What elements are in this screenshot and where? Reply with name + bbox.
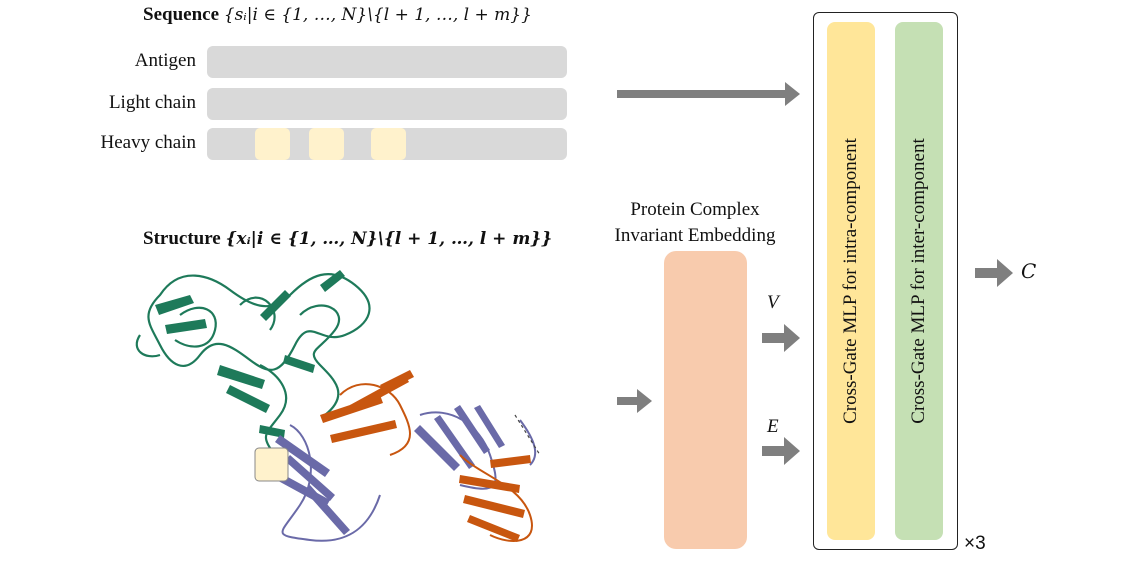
v-label: V xyxy=(767,292,779,314)
embedding-title-line2: Invariant Embedding xyxy=(600,223,790,249)
output-label: C xyxy=(1021,259,1036,283)
structure-to-embedding-arrow xyxy=(617,389,652,413)
inter-component-mlp: Cross-Gate MLP for inter-component xyxy=(895,22,943,540)
repeat-label: ×3 xyxy=(964,533,986,555)
e-arrow xyxy=(762,437,800,465)
output-arrow xyxy=(975,259,1013,287)
embedding-title: Protein Complex Invariant Embedding xyxy=(600,197,790,249)
intra-component-mlp-label: Cross-Gate MLP for intra-component xyxy=(840,138,862,424)
v-arrow xyxy=(762,324,800,352)
e-label: E xyxy=(767,416,779,438)
embedding-title-line1: Protein Complex xyxy=(600,197,790,223)
sequence-to-mlp-arrow xyxy=(617,82,800,106)
embedding-block xyxy=(664,251,747,549)
intra-component-mlp: Cross-Gate MLP for intra-component xyxy=(827,22,875,540)
inter-component-mlp-label: Cross-Gate MLP for inter-component xyxy=(908,138,930,423)
